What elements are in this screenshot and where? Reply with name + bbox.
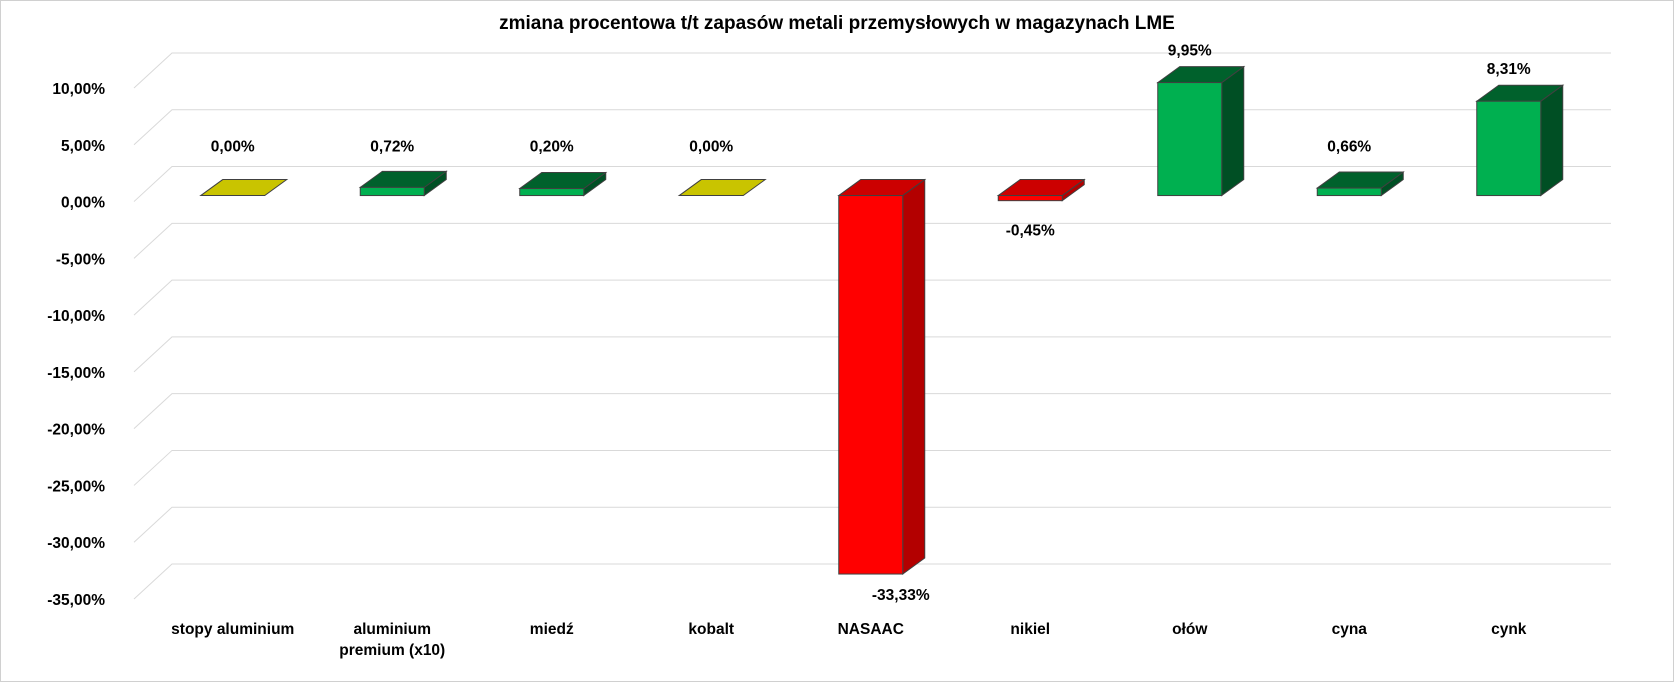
data-label: 0,72%: [370, 139, 414, 156]
y-tick-label: -5,00%: [56, 251, 105, 268]
x-axis-categories: stopy aluminium aluminium premium (x10) mie…: [171, 621, 1527, 659]
data-label: -0,45%: [1006, 223, 1055, 240]
gridline: [133, 393, 1611, 430]
y-tick-label: -15,00%: [47, 365, 105, 382]
gridline: [133, 166, 1611, 202]
bar-1: [358, 170, 448, 197]
bar-7: [1315, 171, 1405, 197]
bars: [199, 65, 1565, 576]
data-label: 8,31%: [1487, 61, 1531, 78]
bar-8: [1475, 84, 1565, 197]
category-label: stopy aluminium: [171, 621, 294, 638]
bar-front-face: [1157, 82, 1223, 197]
data-labels: 0,00% 0,72% 0,20% 0,00% -33,33% -0,45% 9,95% 0,…: [211, 43, 1531, 604]
data-label: 0,20%: [530, 139, 574, 156]
bar-front-face: [997, 195, 1063, 202]
bar-5: [996, 178, 1086, 202]
y-tick-label: -10,00%: [47, 308, 105, 325]
data-label: 9,95%: [1168, 43, 1212, 60]
data-label: 0,00%: [689, 139, 733, 156]
category-label: ołów: [1172, 621, 1208, 638]
category-label: kobalt: [688, 621, 734, 638]
y-tick-label: 10,00%: [52, 81, 105, 98]
gridline: [133, 449, 1611, 486]
bar-front-face: [1316, 187, 1382, 197]
bar-top-face: [677, 179, 767, 197]
gridline: [133, 222, 1611, 259]
bar-2: [518, 171, 608, 197]
gridline: [133, 109, 1611, 146]
bar-side-face: [902, 178, 926, 576]
y-tick-label: -20,00%: [47, 422, 105, 439]
gridline: [133, 52, 1611, 89]
bar-front-face: [359, 186, 425, 197]
bar-front-face: [1476, 100, 1542, 197]
category-label: NASAAC: [838, 621, 904, 638]
gridlines: [133, 52, 1611, 600]
gridline: [133, 506, 1611, 543]
y-tick-label: -25,00%: [47, 478, 105, 495]
bar-6: [1156, 65, 1246, 197]
gridline: [133, 336, 1611, 373]
y-tick-label: -35,00%: [47, 592, 105, 609]
category-label: cyna: [1332, 621, 1368, 638]
bar-side-face: [1540, 84, 1564, 197]
y-tick-label: 5,00%: [61, 138, 105, 155]
data-label: 0,66%: [1327, 139, 1371, 156]
bar-front-face: [838, 195, 904, 575]
bar-side-face: [1221, 65, 1245, 197]
category-label: aluminium: [353, 621, 431, 638]
y-tick-label: -30,00%: [47, 535, 105, 552]
category-label: nikiel: [1010, 621, 1050, 638]
bar-front-face: [519, 188, 585, 197]
bar-top-face: [199, 179, 289, 197]
data-label: 0,00%: [211, 139, 255, 156]
category-label: miedź: [530, 621, 574, 638]
gridline: [133, 563, 1611, 600]
y-axis-ticks: 10,00% 5,00% 0,00% -5,00% -10,00% -15,00% -20,…: [47, 81, 105, 609]
bar-4: [837, 178, 927, 576]
y-tick-label: 0,00%: [61, 195, 105, 212]
bar-0: [199, 179, 289, 197]
chart-title: zmiana procentowa t/t zapasów metali prz…: [499, 13, 1175, 34]
category-label: premium (x10): [339, 642, 445, 659]
data-label: -33,33%: [872, 587, 930, 604]
bar-3: [677, 179, 767, 197]
category-label: cynk: [1491, 621, 1527, 638]
gridline: [133, 279, 1611, 316]
